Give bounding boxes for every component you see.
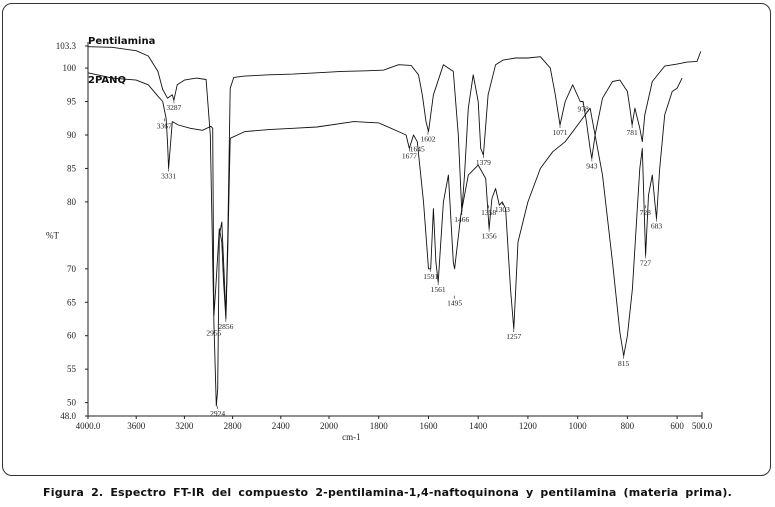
- y-tick-label: 103.3: [56, 41, 77, 51]
- y-tick-label: 55: [67, 364, 77, 374]
- peak-label: 1356: [482, 232, 497, 241]
- y-axis-label: %T: [46, 230, 59, 240]
- y-tick-label: 85: [67, 163, 77, 173]
- y-tick-label: 50: [67, 398, 77, 408]
- peak-label: 978: [578, 105, 590, 114]
- series-label-pentilamina: Pentilamina: [88, 36, 155, 47]
- peak-label: 1602: [420, 135, 435, 144]
- peak-label: 727: [640, 258, 652, 267]
- x-tick-label: 1000: [569, 421, 588, 431]
- y-tick-label: 48.0: [60, 411, 76, 421]
- ftir-spectrum-chart: 4000.0 3600 3200 2800 2400 2000 1800 1600 1400 12…: [46, 36, 713, 442]
- peak-label: 1591: [423, 272, 438, 281]
- y-tick-label: 65: [67, 297, 77, 307]
- figure-frame: [2, 3, 771, 476]
- figure-caption: Figura 2. Espectro FT-IR del compuesto 2…: [43, 486, 732, 499]
- series-line-2panq: [87, 72, 683, 357]
- x-tick-label: 1800: [370, 421, 389, 431]
- peak-label: 2955: [206, 329, 221, 338]
- x-tick-label: 3200: [175, 421, 194, 431]
- peak-label: 815: [618, 359, 630, 368]
- chart-axes: 4000.0 3600 3200 2800 2400 2000 1800 1600 1400 12…: [46, 41, 713, 431]
- peak-label: 728: [640, 208, 652, 217]
- x-tick-label: 2000: [320, 421, 339, 431]
- peak-label: 943: [586, 161, 598, 170]
- x-tick-label: 1200: [519, 421, 538, 431]
- peak-label: 1645: [410, 145, 425, 154]
- x-tick-label: 1400: [469, 421, 488, 431]
- y-tick-label: 90: [67, 130, 77, 140]
- series-label-2panq: 2PANQ: [88, 75, 126, 86]
- peak-label: 781: [626, 128, 638, 137]
- peak-label: 2856: [218, 322, 233, 331]
- peak-label: 1466: [454, 215, 469, 224]
- x-tick-label: 2800: [224, 421, 243, 431]
- y-tick-label: 70: [67, 264, 77, 274]
- peak-label: 1495: [447, 299, 462, 308]
- peak-label: 3331: [161, 171, 176, 180]
- peak-label: 1561: [431, 285, 446, 294]
- x-tick-label: 600: [670, 421, 684, 431]
- x-tick-label: 2400: [272, 421, 291, 431]
- series-line-pentilamina: [87, 46, 702, 407]
- y-tick-label: 95: [67, 97, 77, 107]
- peak-label: 1358: [481, 208, 496, 217]
- x-tick-label: 800: [621, 421, 635, 431]
- x-axis-label: cm-1: [342, 432, 361, 442]
- y-tick-label: 80: [67, 197, 77, 207]
- peak-label: 1071: [553, 128, 568, 137]
- peak-label: 1379: [476, 158, 491, 167]
- y-tick-label: 100: [63, 63, 77, 73]
- peak-label: 1677: [402, 151, 417, 160]
- peak-label: 2924: [210, 409, 225, 418]
- peak-label: 1303: [495, 205, 510, 214]
- peak-label: 683: [651, 222, 663, 231]
- chart-series: Pentilamina 2PANQ: [87, 36, 702, 407]
- x-tick-label: 1600: [419, 421, 438, 431]
- peak-label: 3287: [166, 103, 181, 112]
- peak-label: 1257: [506, 332, 521, 341]
- x-tick-label: 4000.0: [76, 421, 101, 431]
- x-tick-label: 3600: [127, 421, 146, 431]
- x-tick-label: 500.0: [692, 421, 713, 431]
- y-tick-label: 60: [67, 331, 77, 341]
- peak-label: 3367: [157, 121, 172, 130]
